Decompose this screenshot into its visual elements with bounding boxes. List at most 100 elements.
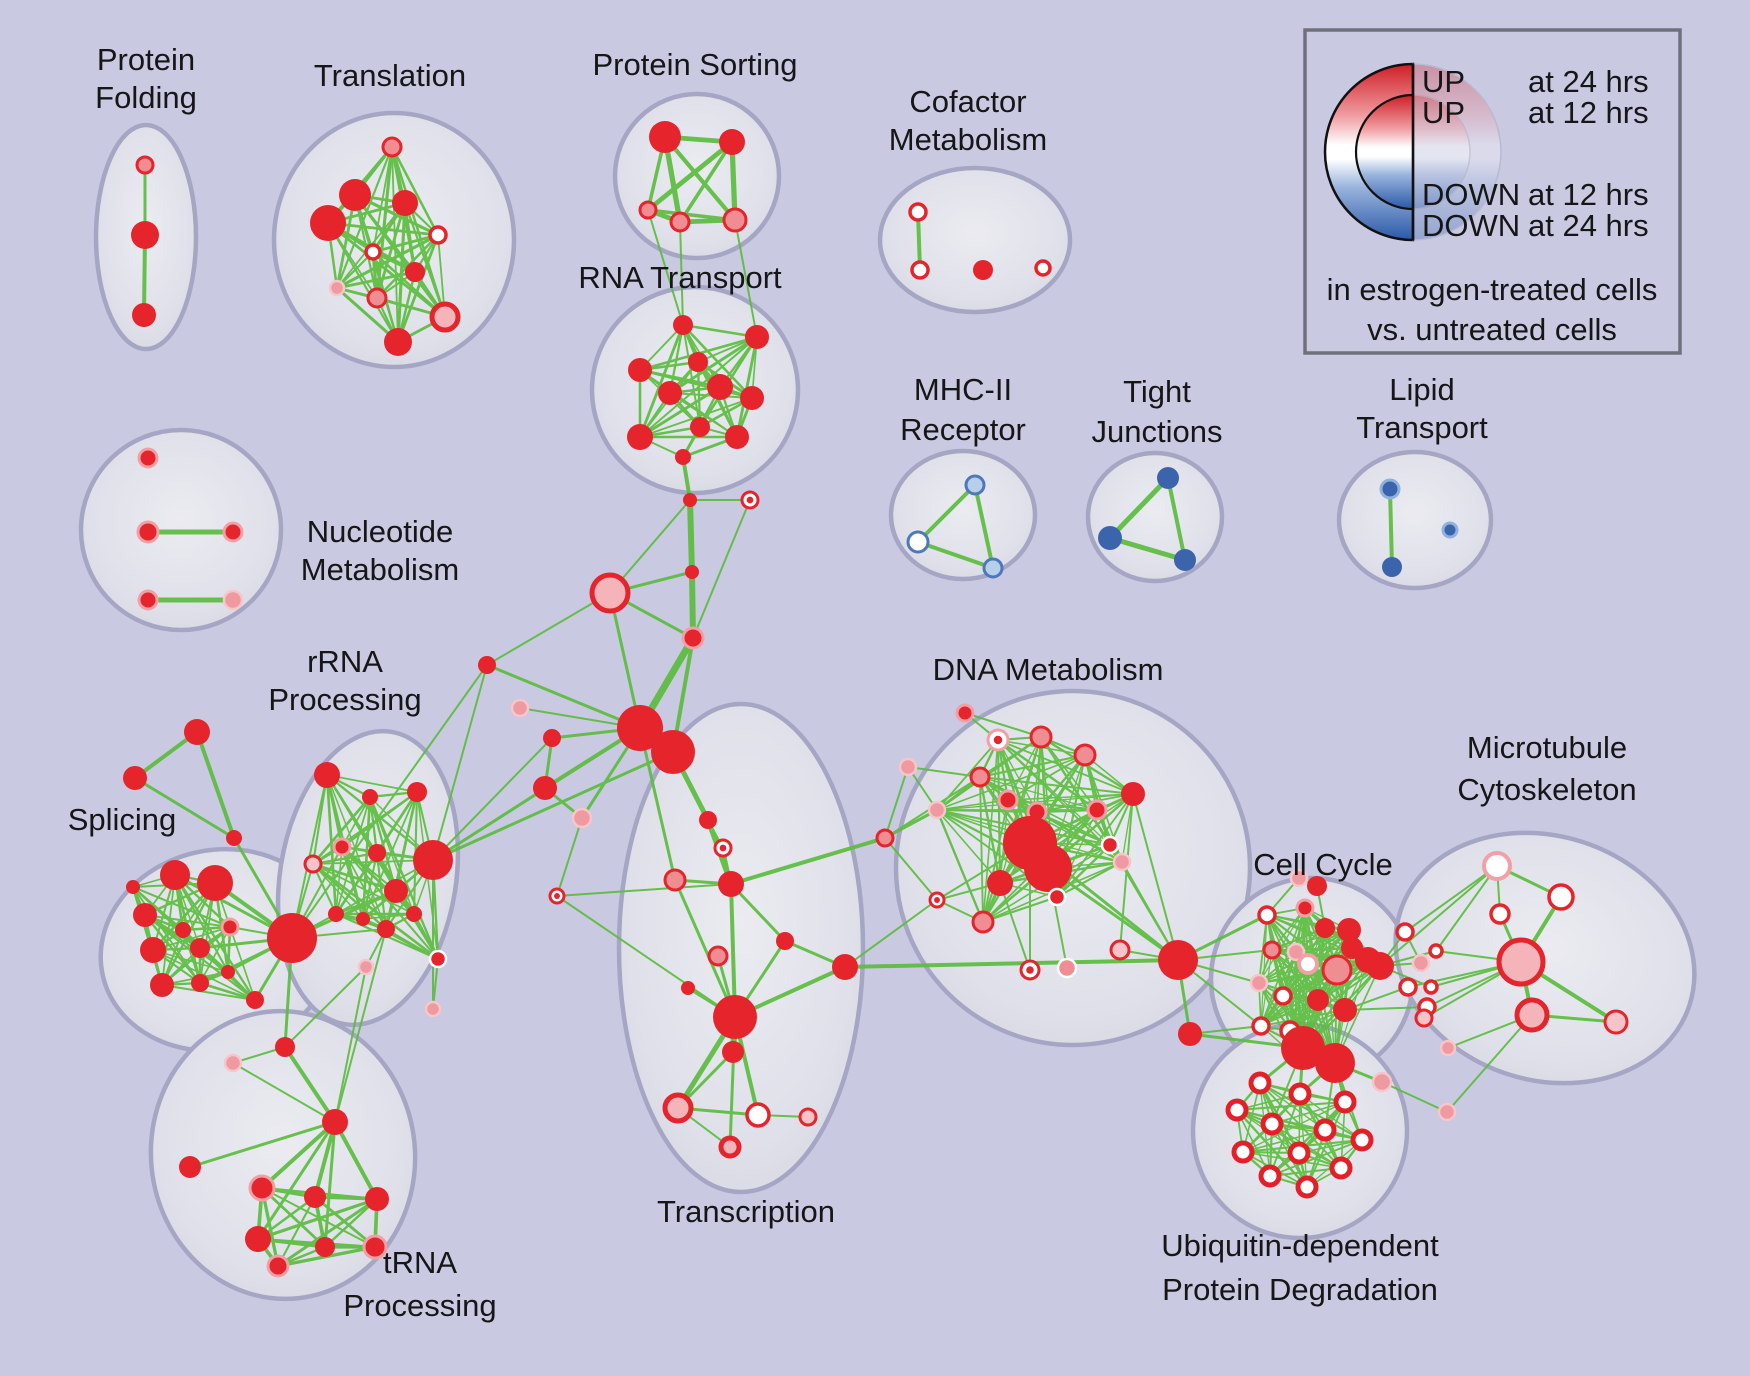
- gene-node: [137, 447, 159, 469]
- gene-node: [628, 358, 652, 382]
- gene-node: [366, 287, 388, 309]
- network-edge: [143, 913, 232, 929]
- network-edge: [1056, 793, 1134, 898]
- gene-node: [1251, 1016, 1271, 1036]
- network-edge: [1381, 1081, 1448, 1113]
- gene-node-core: [746, 496, 754, 504]
- legend-time-2: at 12 hrs: [1528, 177, 1649, 212]
- network-edge: [999, 882, 1031, 971]
- gene-node: [384, 879, 408, 903]
- gene-node: [136, 520, 160, 544]
- legend-dir-2: DOWN: [1422, 177, 1520, 212]
- gene-node: [910, 260, 930, 280]
- gene-node: [267, 913, 317, 963]
- network-edge: [1006, 798, 1099, 812]
- gene-node: [1056, 957, 1078, 979]
- network-edge: [432, 737, 553, 861]
- gene-node: [964, 474, 986, 496]
- gene-node: [1329, 1156, 1353, 1180]
- network-edge: [645, 139, 735, 213]
- network-edge: [188, 1120, 337, 1169]
- network-edge: [1055, 860, 1124, 899]
- network-edge: [916, 483, 977, 544]
- gene-node: [123, 766, 147, 790]
- cluster-ellipse-cofactor-metabolism: [877, 165, 1073, 315]
- network-edge: [1107, 475, 1171, 541]
- network-edge: [734, 219, 758, 338]
- gene-node: [356, 912, 370, 926]
- gene-node: [673, 315, 693, 335]
- gene-node: [1315, 1043, 1355, 1083]
- gene-node: [675, 449, 691, 465]
- network-edge: [687, 497, 695, 575]
- network-edge: [638, 385, 722, 439]
- legend: UP at 24 hrs UP at 12 hrs DOWN at 12 hrs…: [1303, 28, 1682, 355]
- network-edge: [638, 726, 677, 882]
- legend-text: UP at 24 hrs UP at 12 hrs DOWN at 12 hrs…: [1327, 64, 1658, 347]
- gene-node: [1262, 940, 1282, 960]
- network-edge: [276, 1195, 317, 1268]
- network-edge: [326, 774, 418, 793]
- network-edge: [884, 766, 909, 839]
- network-edge: [1166, 476, 1187, 562]
- network-edge: [284, 966, 367, 1048]
- gene-node: [722, 207, 748, 233]
- gene-node: [223, 1053, 243, 1073]
- gene-node: [571, 807, 593, 829]
- gene-node-core: [934, 897, 940, 903]
- network-edge: [334, 966, 367, 1123]
- gene-node: [685, 565, 699, 579]
- network-edge: [978, 753, 1087, 779]
- gene-node: [1321, 954, 1353, 986]
- gene-node: [1273, 986, 1293, 1006]
- gene-node: [1423, 979, 1439, 995]
- cluster-label-trna-processing: tRNA: [383, 1245, 457, 1280]
- gene-node: [543, 729, 561, 747]
- gene-node: [745, 1102, 771, 1128]
- network-edge: [132, 886, 201, 984]
- gene-node: [707, 374, 733, 400]
- gene-node: [969, 766, 991, 788]
- network-edge: [340, 845, 416, 916]
- network-edge: [997, 739, 1038, 813]
- legend-footer-line2: vs. untreated cells: [1367, 312, 1617, 347]
- network-edge: [673, 878, 737, 1019]
- gene-node: [589, 572, 631, 614]
- gene-node: [617, 705, 663, 751]
- legend-time-0: at 24 hrs: [1528, 64, 1649, 99]
- gene-node: [1414, 1008, 1434, 1028]
- gene-node-core: [719, 844, 727, 852]
- network-edge: [884, 837, 938, 901]
- cluster-label-nucleotide-metabolism: Metabolism: [301, 552, 460, 587]
- cluster-label-lipid-transport: Lipid: [1389, 372, 1455, 407]
- gene-node: [1231, 1140, 1255, 1164]
- network-edge: [283, 1045, 337, 1124]
- network-edge: [916, 540, 995, 570]
- gene-node: [322, 1109, 348, 1135]
- network-edge: [432, 664, 488, 861]
- gene-node: [707, 945, 729, 967]
- gene-node: [381, 136, 403, 158]
- node-layer: [123, 121, 1629, 1278]
- network-edge: [935, 808, 985, 924]
- gene-node: [906, 530, 930, 554]
- network-edge: [647, 209, 684, 326]
- network-edge: [391, 146, 399, 343]
- gene-node: [681, 981, 695, 995]
- network-edge: [131, 885, 232, 929]
- gene-node: [533, 776, 557, 800]
- cluster-label-transcription: Transcription: [657, 1194, 835, 1229]
- gene-node: [1297, 953, 1319, 975]
- network-edge: [1242, 1129, 1326, 1153]
- gene-node: [1225, 1098, 1249, 1122]
- network-edge: [312, 863, 415, 915]
- gene-node: [328, 906, 344, 922]
- network-edge: [1435, 865, 1498, 952]
- gene-node: [718, 1135, 742, 1159]
- network-edge: [335, 270, 417, 290]
- network-edge: [326, 221, 447, 319]
- network-edge: [729, 882, 737, 1019]
- cluster-label-ubiquitin-degradation: Protein Degradation: [1162, 1272, 1438, 1307]
- cluster-ellipse-tight-junctions: [1085, 450, 1225, 584]
